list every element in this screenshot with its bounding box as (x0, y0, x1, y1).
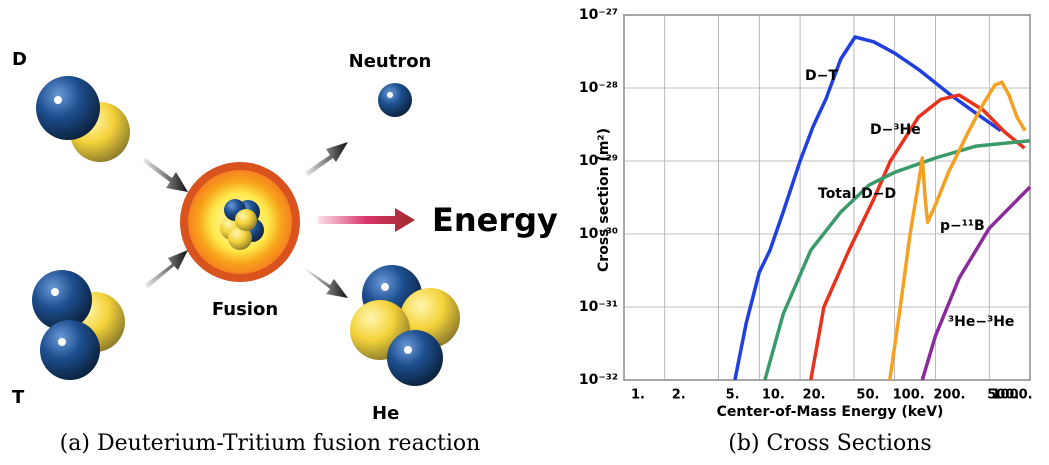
x-tick-label: 1. (631, 388, 645, 403)
fusion-diagram (32, 76, 460, 386)
series-label: D−³He (870, 122, 921, 138)
x-tick-label: 50. (856, 388, 879, 403)
y-tick-label: 10⁻³² (579, 372, 618, 388)
y-axis-label: Cross section (m²) (596, 128, 612, 272)
label-neutron: Neutron (349, 51, 432, 72)
label-d: D (12, 49, 27, 70)
caption-a: (a) Deuterium-Tritium fusion reaction (60, 431, 481, 456)
series-label: D−T (805, 68, 838, 84)
series-line (922, 187, 1030, 380)
x-tick-label: 5. (726, 388, 740, 403)
label-he: He (372, 403, 399, 424)
label-t: T (12, 387, 25, 408)
x-tick-label: 2. (672, 388, 686, 403)
series-label: Total D−D (818, 186, 896, 202)
y-tick-label: 10⁻³⁰ (579, 226, 618, 242)
label-energy: Energy (432, 201, 558, 239)
y-tick-label: 10⁻²⁹ (579, 153, 618, 169)
caption-b: (b) Cross Sections (728, 431, 931, 456)
y-tick-label: 10⁻²⁷ (579, 7, 618, 23)
x-tick-label: 10. (762, 388, 785, 403)
series-label: ³He−³He (948, 314, 1014, 330)
x-tick-label: 100. (893, 388, 925, 403)
series-line (765, 141, 1030, 380)
x-tick-label: 200. (933, 388, 965, 403)
y-tick-label: 10⁻³¹ (579, 299, 618, 315)
x-tick-label: 20. (803, 388, 826, 403)
series-label: p−¹¹B (940, 218, 985, 234)
figure: D T Neutron Fusion Energy He (a) Deuteri… (0, 0, 1049, 465)
label-fusion: Fusion (212, 299, 278, 320)
y-tick-label: 10⁻²⁸ (579, 80, 618, 96)
x-axis-label: Center-of-Mass Energy (keV) (717, 404, 944, 420)
x-tick-label: 1000. (991, 388, 1032, 403)
